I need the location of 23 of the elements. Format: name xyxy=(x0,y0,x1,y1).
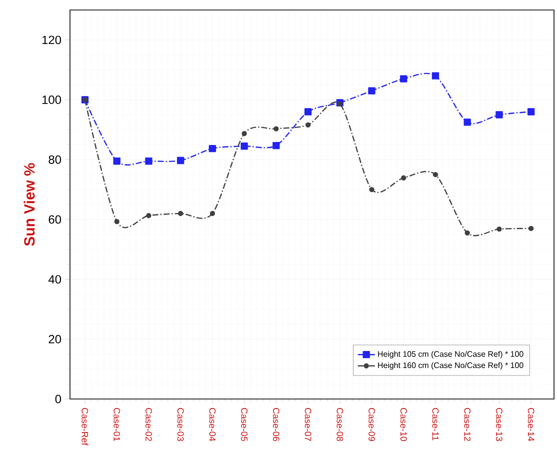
x-tick-label: Case-04 xyxy=(209,408,216,442)
x-tick-label: Case-Ref xyxy=(82,408,88,446)
x-tick-label: Case-09 xyxy=(368,408,375,441)
y-tick-label: 60 xyxy=(48,215,62,224)
x-tick-label: Case-05 xyxy=(241,408,248,442)
x-tick-label: Case-14 xyxy=(528,408,534,442)
y-tick-label: 0 xyxy=(55,394,62,404)
x-tick-label: Case-11 xyxy=(432,408,439,440)
y-tick-label: 80 xyxy=(48,155,62,164)
x-tick-label: Case-01 xyxy=(114,408,120,441)
y-tick-label: 120 xyxy=(42,36,62,44)
x-tick-label: Case-13 xyxy=(496,408,502,441)
y-tick-label: 40 xyxy=(48,275,62,284)
x-tick-label: Case-03 xyxy=(177,408,184,441)
y-tick-label: 100 xyxy=(42,96,62,104)
x-tick-label: Case-10 xyxy=(400,408,407,442)
y-axis-title: Sun View % xyxy=(24,163,35,246)
x-tick-label: Case-12 xyxy=(464,408,471,441)
x-tick-label: Case-08 xyxy=(336,408,344,441)
x-tick-label: Case-07 xyxy=(304,408,312,441)
x-tick-label: Case-06 xyxy=(272,408,280,441)
y-tick-label: 20 xyxy=(48,334,62,344)
x-tick-label: Case-02 xyxy=(146,408,152,441)
